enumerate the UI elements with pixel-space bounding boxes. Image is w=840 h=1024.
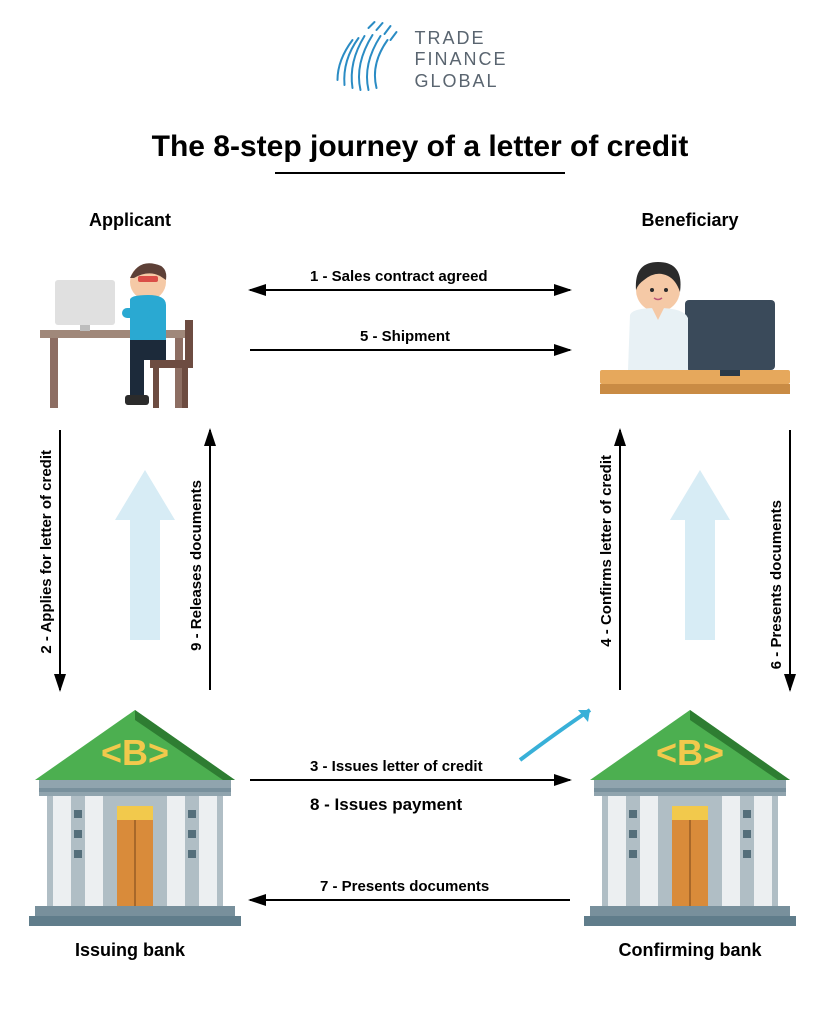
step-4-label: 4 - Confirms letter of credit <box>598 455 615 647</box>
step-9-label: 9 - Releases documents <box>188 480 205 651</box>
step-8-label: 8 - Issues payment <box>310 795 462 815</box>
big-arrow-left <box>105 470 185 650</box>
step-2-label: 2 - Applies for letter of credit <box>38 450 55 654</box>
step-7-label: 7 - Presents documents <box>320 878 489 895</box>
step-3-label: 3 - Issues letter of credit <box>310 758 483 775</box>
big-arrow-right <box>660 470 740 650</box>
step-1-label: 1 - Sales contract agreed <box>310 268 488 285</box>
step-6-label: 6 - Presents documents <box>768 500 785 669</box>
step-5-label: 5 - Shipment <box>360 328 450 345</box>
